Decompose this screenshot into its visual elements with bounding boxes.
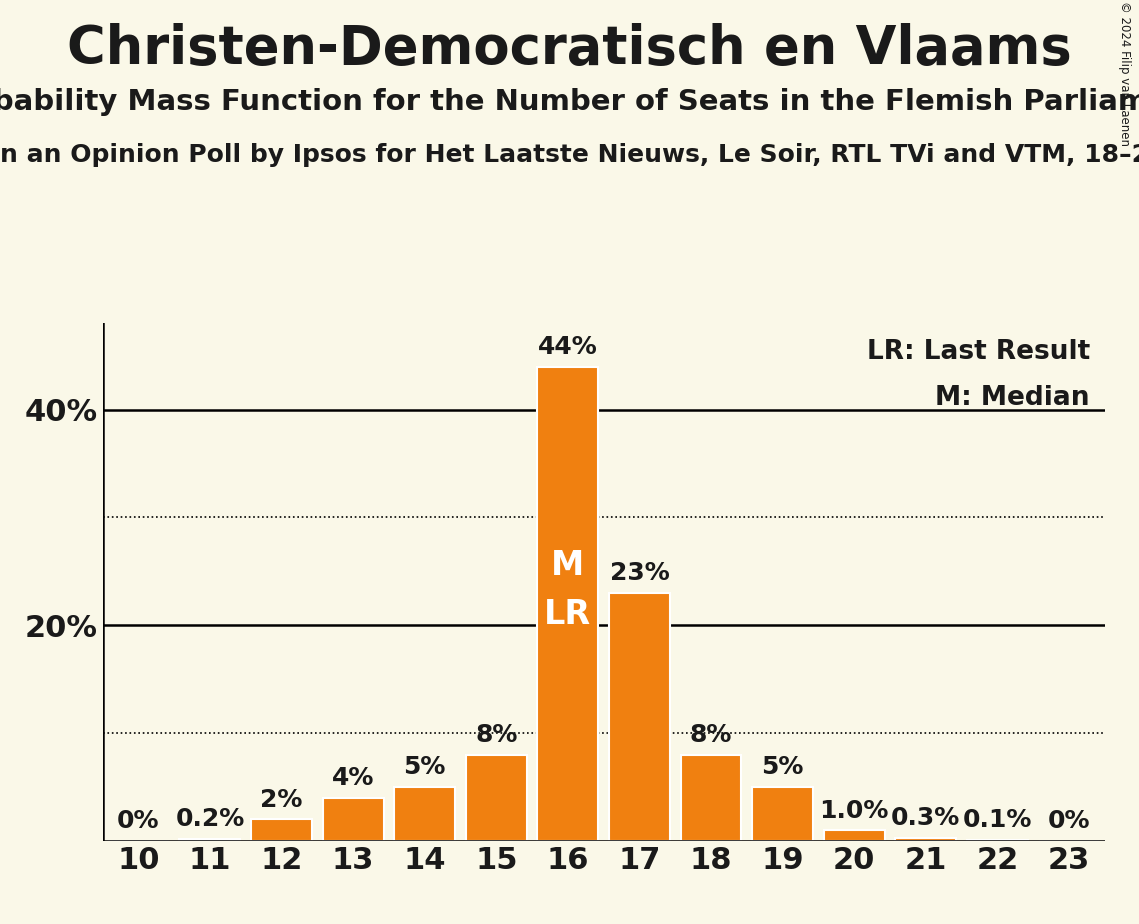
- Bar: [895, 837, 957, 841]
- Text: 1.0%: 1.0%: [820, 798, 888, 822]
- Bar: [967, 840, 1027, 841]
- Bar: [251, 820, 312, 841]
- Text: LR: Last Result: LR: Last Result: [867, 339, 1090, 365]
- Text: Probability Mass Function for the Number of Seats in the Flemish Parliament: Probability Mass Function for the Number…: [0, 88, 1139, 116]
- Text: 8%: 8%: [475, 723, 517, 747]
- Text: 4%: 4%: [331, 766, 375, 790]
- Text: 0.3%: 0.3%: [891, 806, 960, 830]
- Text: 23%: 23%: [609, 562, 670, 586]
- Text: 8%: 8%: [690, 723, 732, 747]
- Bar: [681, 755, 741, 841]
- Text: M: Median: M: Median: [935, 385, 1090, 411]
- Text: n an Opinion Poll by Ipsos for Het Laatste Nieuws, Le Soir, RTL TVi and VTM, 18–: n an Opinion Poll by Ipsos for Het Laats…: [0, 143, 1139, 167]
- Bar: [466, 755, 526, 841]
- Text: 0%: 0%: [117, 809, 159, 833]
- Text: LR: LR: [544, 598, 591, 630]
- Bar: [180, 839, 240, 841]
- Bar: [322, 797, 384, 841]
- Text: 0%: 0%: [1048, 809, 1090, 833]
- Text: 5%: 5%: [762, 756, 804, 780]
- Text: 0.2%: 0.2%: [175, 808, 245, 832]
- Text: © 2024 Filip van Laenen: © 2024 Filip van Laenen: [1118, 2, 1131, 146]
- Text: 5%: 5%: [403, 756, 445, 780]
- Text: 44%: 44%: [538, 335, 598, 359]
- Bar: [823, 830, 885, 841]
- Text: M: M: [551, 549, 584, 582]
- Bar: [394, 787, 456, 841]
- Text: Christen-Democratisch en Vlaams: Christen-Democratisch en Vlaams: [67, 23, 1072, 75]
- Text: 0.1%: 0.1%: [962, 808, 1032, 833]
- Text: 2%: 2%: [261, 788, 303, 811]
- Bar: [609, 593, 670, 841]
- Bar: [752, 787, 813, 841]
- Bar: [538, 367, 598, 841]
